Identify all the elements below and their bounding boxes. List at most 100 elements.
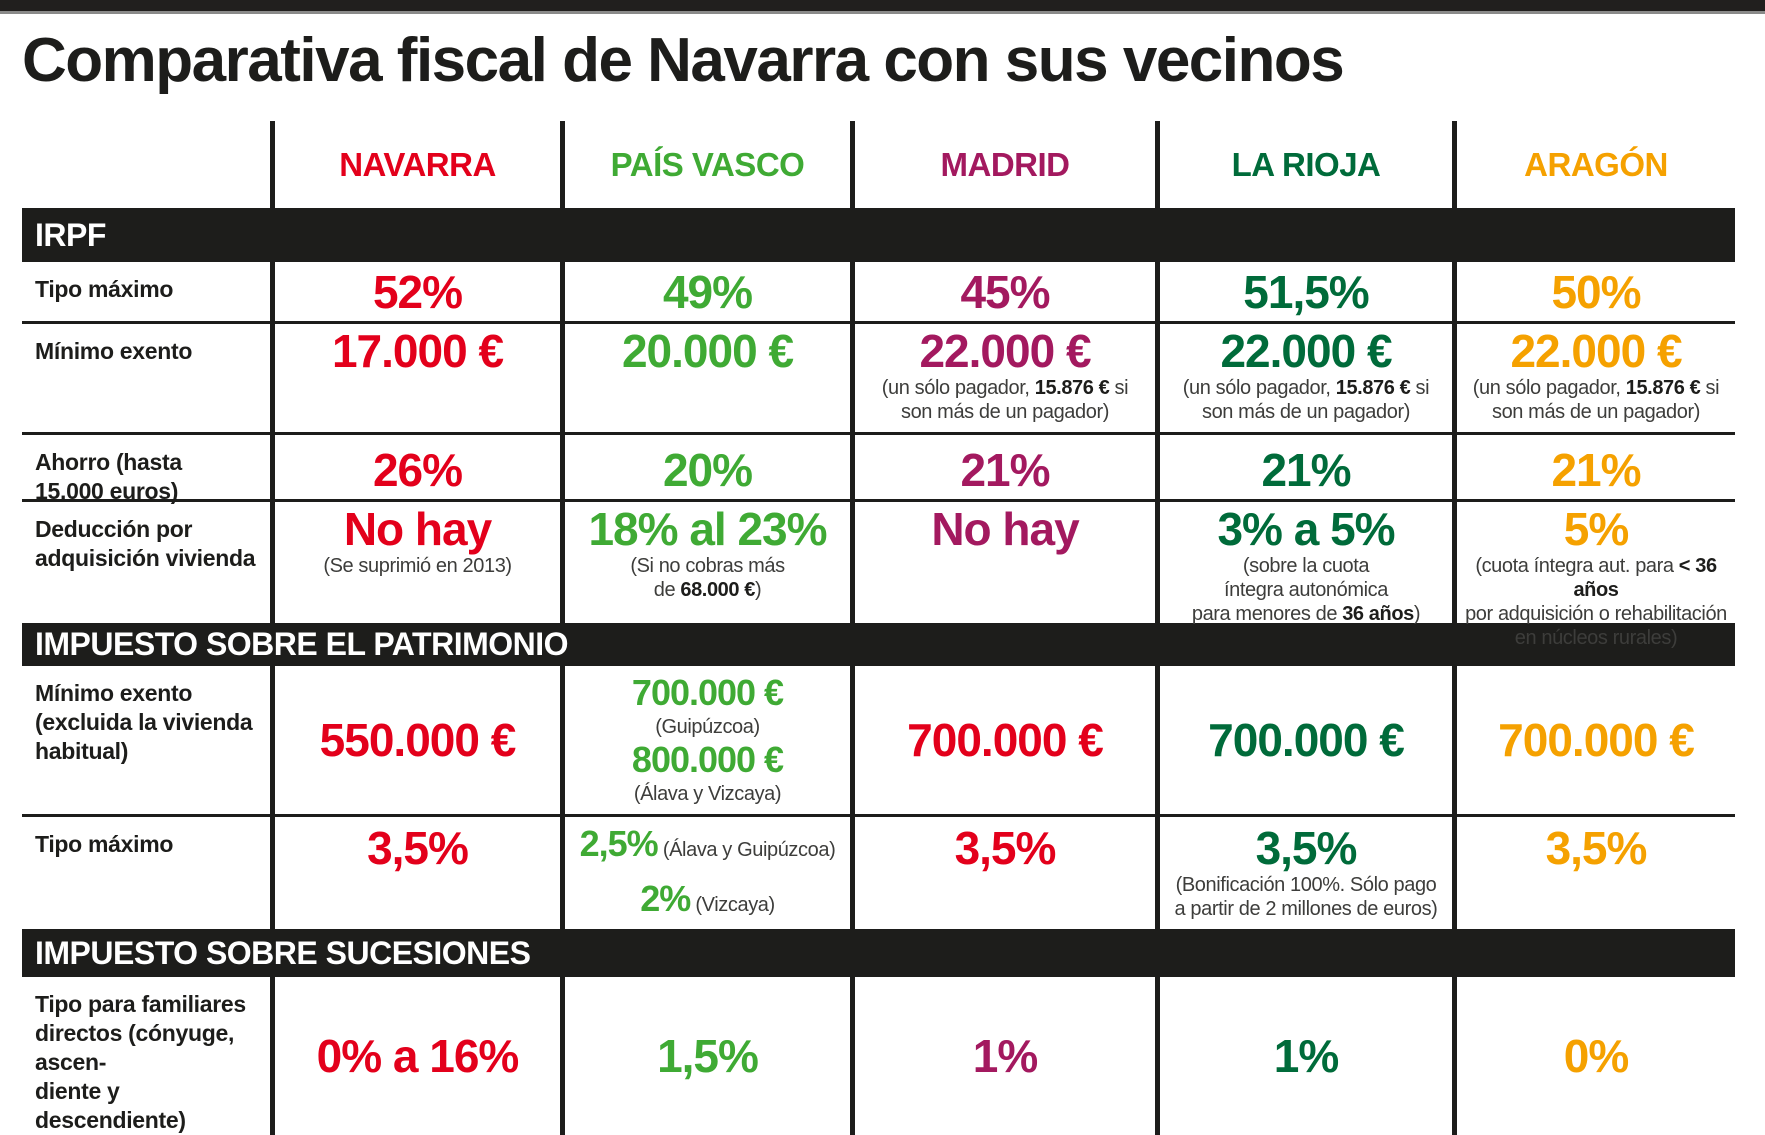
cell-line: 5% (1563, 503, 1629, 555)
cell-line: (sobre la cuota íntegra autonómica para … (1192, 554, 1421, 626)
table-row: Tipo para familiares directos (cónyuge, … (22, 977, 1735, 1135)
cell-line: 3,5% (1255, 822, 1358, 874)
value-text: 2% (640, 877, 691, 919)
value-cell: 1% (1155, 977, 1452, 1135)
value-cell: 50% (1452, 262, 1735, 321)
note-text: 68.000 € (680, 579, 755, 601)
value-text: 0% (1563, 1029, 1629, 1082)
cell-line: No hay (344, 506, 492, 552)
row-label-cell: Tipo máximo (22, 817, 270, 929)
cell-line: 22.000 € (1220, 328, 1392, 374)
row-label: Tipo máximo (35, 831, 174, 857)
value-text: 3% a 5% (1217, 503, 1395, 555)
value-cell: 49% (560, 262, 850, 321)
value-text: 26% (372, 444, 463, 497)
cell-line: 1,5% (657, 1033, 759, 1079)
header-empty-cell (22, 121, 270, 208)
value-cell: 45% (850, 262, 1155, 321)
value-cell: 0% a 16% (270, 977, 560, 1135)
column-header-cell: MADRID (850, 121, 1155, 208)
value-text: 700.000 € (631, 672, 784, 714)
value-cell: 3,5% (Bonificación 100%. Sólo pago a part… (1155, 817, 1452, 929)
value-cell: 700.000 € (1452, 666, 1735, 814)
value-cell: 5% (cuota íntegra aut. para < 36 años por… (1452, 502, 1735, 650)
table-row: Tipo máximo 52% 49% 45% 51,5% 50% (22, 262, 1735, 321)
fiscal-comparison-table: NAVARRA PAÍS VASCO MADRID LA RIOJA ARAGÓN IR… (22, 121, 1735, 1135)
note-text: 36 años (1342, 603, 1414, 625)
cell-line: (Bonificación 100%. Sólo pago a partir d… (1175, 873, 1438, 921)
cell-line: 2% (Vizcaya) (640, 877, 775, 919)
note-text: (cuota íntegra aut. para (1475, 555, 1679, 577)
row-label-cell: Mínimo exento (excluida la vivienda habi… (22, 666, 270, 814)
value-text: 3,5% (1255, 822, 1358, 874)
section-header-label: IRPF (35, 216, 106, 253)
value-cell: 700.000 € (850, 666, 1155, 814)
value-cell: 3% a 5% (sobre la cuota íntegra autonómic… (1155, 502, 1452, 650)
value-text: 18% al 23% (588, 503, 827, 555)
value-text: 700.000 € (1208, 714, 1405, 766)
value-text: 0% a 16% (316, 1029, 520, 1082)
value-cell: 3,5% (1452, 817, 1735, 929)
table-row: Mínimo exento 17.000 €20.000 €22.000 € (un… (22, 321, 1735, 432)
value-text: 20.000 € (621, 325, 794, 377)
note-text: (Álava y Vizcaya) (633, 782, 782, 805)
value-cell: No hay (Se suprimió en 2013) (270, 502, 560, 650)
cell-line: 3,5% (955, 825, 1057, 871)
value-cell: 21% (850, 435, 1155, 506)
cell-line: 800.000 € (631, 739, 784, 780)
value-text: 3,5% (367, 822, 469, 874)
column-header-label: NAVARRA (339, 145, 496, 183)
value-text: 5% (1563, 503, 1629, 555)
row-label: Tipo para familiares directos (cónyuge, … (35, 991, 246, 1133)
column-header-label: MADRID (940, 145, 1070, 183)
row-label: Ahorro (hasta 15.000 euros) (35, 449, 182, 504)
value-text: 51,5% (1243, 265, 1369, 318)
cell-line: (un sólo pagador, 15.876 € si son más de… (1182, 376, 1430, 424)
top-bar (0, 0, 1765, 14)
value-cell: 1,5% (560, 977, 850, 1135)
value-text: 700.000 € (907, 714, 1104, 766)
cell-line: 20% (662, 444, 753, 497)
section-header-bar: IMPUESTO SOBRE SUCESIONES (22, 929, 1735, 977)
value-text: 3,5% (1545, 822, 1648, 874)
value-cell: 700.000 € (1155, 666, 1452, 814)
value-text: 45% (960, 265, 1050, 318)
value-cell: 51,5% (1155, 262, 1452, 321)
cell-line: 700.000 € (1498, 717, 1695, 763)
value-cell: 22.000 € (un sólo pagador, 15.876 € si so… (1452, 324, 1735, 432)
value-text: 800.000 € (631, 739, 784, 780)
value-cell: 21% (1452, 435, 1735, 506)
note-text: (un sólo pagador, (1472, 377, 1626, 399)
note-text: (un sólo pagador, (1182, 377, 1336, 399)
value-text: 2,5% (579, 823, 659, 864)
cell-line: (Se suprimió en 2013) (323, 554, 512, 578)
cell-line: 2,5% (Álava y Guipúzcoa) (579, 823, 836, 864)
cell-line: 52% (373, 269, 463, 315)
table-body: IRPF Tipo máximo 52% 49% 45% 51,5% 50% Mínimo e… (22, 208, 1735, 1135)
cell-line: 49% (663, 269, 753, 315)
value-text: 20% (662, 444, 753, 497)
cell-line: 45% (960, 265, 1050, 318)
column-header-label: ARAGÓN (1524, 145, 1668, 183)
cell-line: 3% a 5% (1217, 503, 1395, 555)
value-cell: 20.000 € (560, 324, 850, 432)
cell-line: 700.000 € (631, 672, 784, 714)
note-text: 15.876 € (1335, 377, 1411, 399)
value-text: 17.000 € (331, 325, 504, 377)
value-text: 21% (1551, 444, 1641, 497)
cell-line: 26% (372, 444, 463, 497)
cell-line: (Álava y Vizcaya) (633, 782, 782, 806)
cell-line: No hay (931, 506, 1079, 552)
value-cell: 17.000 € (270, 324, 560, 432)
cell-line: 3,5% (1545, 822, 1648, 874)
column-header-cell: PAÍS VASCO (560, 121, 850, 208)
note-text: ) (1413, 603, 1421, 625)
value-cell: 0% (1452, 977, 1735, 1135)
value-text: 1% (972, 1029, 1038, 1082)
cell-line: 1% (1274, 1033, 1339, 1079)
cell-line: 21% (1551, 444, 1641, 497)
table-row: Tipo máximo 3,5% 2,5% (Álava y Guipúzcoa) 2… (22, 814, 1735, 929)
cell-line: 0% a 16% (316, 1029, 520, 1082)
note-text: 15.876 € (1625, 377, 1701, 399)
note-text: (Bonificación 100%. Sólo pago a partir d… (1174, 874, 1438, 920)
